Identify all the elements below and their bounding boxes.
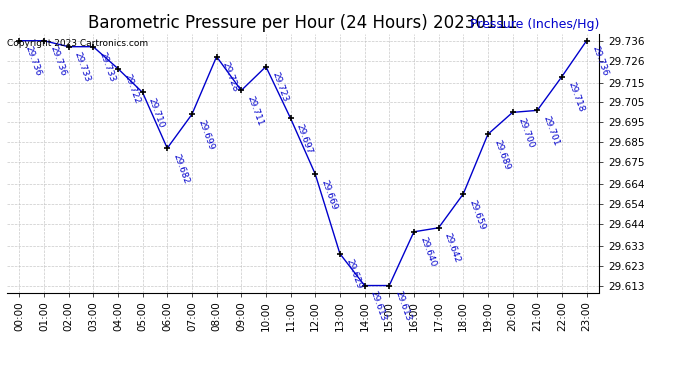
Text: 29.736: 29.736 [23,45,43,78]
Text: 29.682: 29.682 [171,152,190,185]
Text: 29.733: 29.733 [72,51,92,84]
Text: 29.659: 29.659 [467,198,486,231]
Text: 29.733: 29.733 [97,51,117,84]
Text: 29.701: 29.701 [542,114,561,147]
Text: 29.736: 29.736 [591,45,610,78]
Text: 29.642: 29.642 [443,232,462,264]
Text: 29.699: 29.699 [196,118,215,151]
Text: 29.722: 29.722 [122,73,141,105]
Text: 29.723: 29.723 [270,71,289,104]
Text: 29.689: 29.689 [492,138,511,171]
Text: 29.736: 29.736 [48,45,68,78]
Text: 29.697: 29.697 [295,123,314,155]
Text: 29.710: 29.710 [147,97,166,129]
Text: 29.640: 29.640 [418,236,437,268]
Text: 29.613: 29.613 [368,290,388,322]
Text: 29.728: 29.728 [221,61,240,93]
Title: Barometric Pressure per Hour (24 Hours) 20230111: Barometric Pressure per Hour (24 Hours) … [88,14,518,32]
Text: Pressure (Inches/Hg): Pressure (Inches/Hg) [469,18,599,31]
Text: 29.718: 29.718 [566,81,585,113]
Text: 29.613: 29.613 [393,290,413,322]
Text: 29.700: 29.700 [517,117,536,149]
Text: 29.629: 29.629 [344,258,363,290]
Text: Copyright 2023 Cartronics.com: Copyright 2023 Cartronics.com [8,39,148,48]
Text: 29.669: 29.669 [319,178,339,211]
Text: 29.711: 29.711 [246,94,265,128]
